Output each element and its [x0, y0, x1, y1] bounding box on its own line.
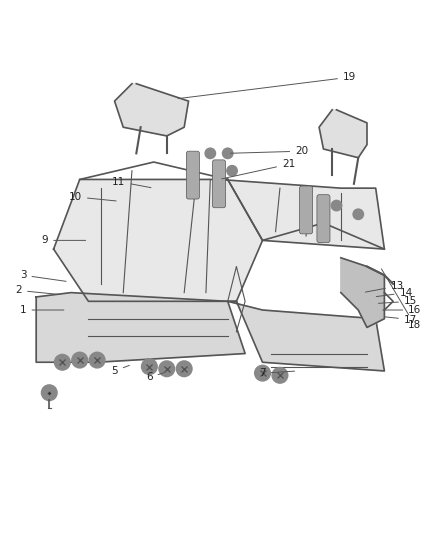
Text: 13: 13 [365, 281, 404, 292]
Text: 16: 16 [383, 305, 421, 315]
Circle shape [254, 365, 270, 381]
Circle shape [272, 367, 288, 383]
Polygon shape [219, 180, 385, 249]
Text: 6: 6 [146, 373, 164, 383]
Text: 15: 15 [378, 296, 417, 306]
Polygon shape [228, 301, 385, 371]
Text: 9: 9 [42, 236, 86, 245]
Circle shape [89, 352, 105, 368]
FancyBboxPatch shape [317, 195, 330, 243]
Polygon shape [115, 84, 188, 136]
Circle shape [159, 361, 175, 377]
Text: 17: 17 [385, 314, 417, 325]
Text: 18: 18 [381, 269, 421, 330]
Text: 1: 1 [20, 305, 64, 315]
Polygon shape [319, 110, 367, 158]
FancyBboxPatch shape [212, 160, 226, 208]
FancyBboxPatch shape [300, 186, 313, 234]
Text: 14: 14 [376, 288, 413, 297]
Text: 19: 19 [178, 72, 356, 99]
Text: 10: 10 [69, 192, 116, 202]
Text: 11: 11 [112, 176, 151, 188]
Text: 21: 21 [222, 159, 295, 179]
Circle shape [227, 166, 237, 176]
FancyBboxPatch shape [186, 151, 199, 199]
Polygon shape [36, 293, 245, 362]
Circle shape [177, 361, 192, 377]
Circle shape [141, 359, 157, 375]
Circle shape [353, 209, 364, 220]
Circle shape [54, 354, 70, 370]
Polygon shape [341, 258, 385, 327]
Text: 5: 5 [111, 366, 129, 376]
Circle shape [72, 352, 88, 368]
Circle shape [331, 200, 342, 211]
Text: 7: 7 [259, 368, 295, 378]
Circle shape [42, 385, 57, 400]
Circle shape [205, 148, 215, 158]
Text: 3: 3 [20, 270, 66, 281]
Polygon shape [53, 180, 262, 301]
Text: 2: 2 [15, 286, 60, 295]
Circle shape [223, 148, 233, 158]
Text: 20: 20 [230, 146, 308, 156]
